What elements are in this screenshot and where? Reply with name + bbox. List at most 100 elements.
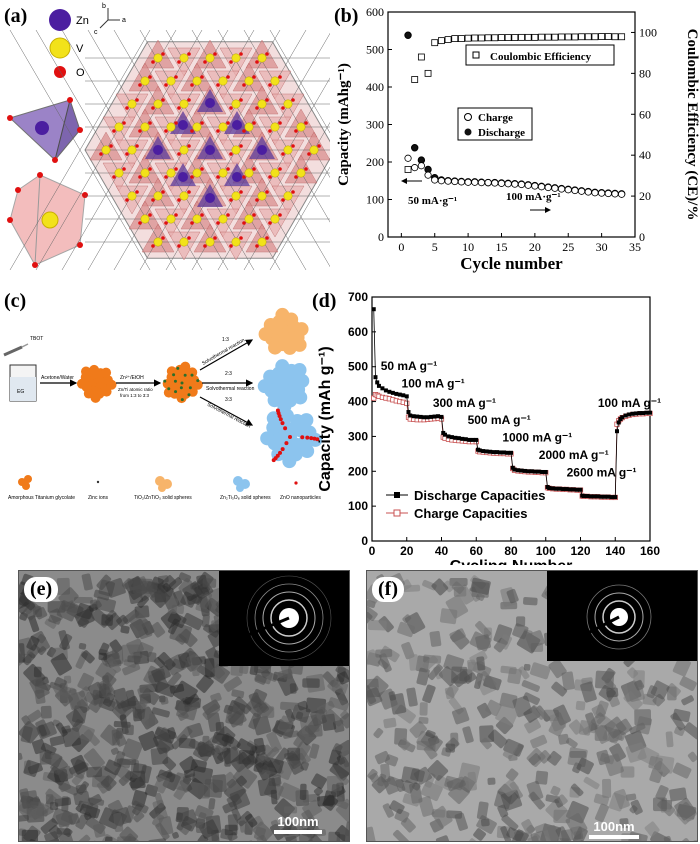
nanoparticle bbox=[550, 785, 561, 796]
discharge-point bbox=[429, 414, 434, 419]
ce-point bbox=[551, 33, 559, 41]
discharge-point bbox=[620, 415, 625, 420]
nanoparticle bbox=[27, 709, 43, 723]
x-tick-label: 160 bbox=[640, 544, 660, 558]
y-tick-label: 0 bbox=[378, 230, 384, 244]
o-atom bbox=[164, 129, 168, 133]
discharge-point bbox=[408, 413, 413, 418]
nanoparticle bbox=[650, 831, 671, 841]
ce-legend-marker bbox=[472, 51, 480, 59]
v-atom bbox=[257, 237, 267, 247]
nanoparticle bbox=[172, 831, 179, 839]
o-atom bbox=[278, 213, 282, 217]
y-tick-label: 300 bbox=[366, 118, 384, 132]
discharge-point bbox=[526, 469, 531, 474]
o-legend-label: O bbox=[76, 67, 85, 79]
branch-bot-arrow bbox=[199, 396, 254, 426]
ce-point bbox=[444, 36, 452, 44]
v-atom bbox=[270, 122, 280, 132]
nanoparticle bbox=[38, 724, 47, 737]
nanoparticle bbox=[530, 734, 548, 749]
v-atom bbox=[257, 53, 267, 63]
nanoparticle bbox=[58, 630, 70, 651]
particle bbox=[266, 411, 281, 426]
nanoparticle bbox=[665, 731, 674, 748]
particle bbox=[180, 361, 191, 372]
nanoparticle bbox=[199, 591, 213, 610]
discharge-point bbox=[568, 487, 573, 492]
nanoparticle bbox=[337, 671, 349, 685]
nanoparticle bbox=[598, 684, 616, 702]
charge-point bbox=[464, 178, 472, 186]
panel-a-label: (a) bbox=[4, 5, 27, 27]
nanoparticle bbox=[525, 630, 545, 649]
nanoparticle bbox=[101, 614, 114, 626]
zno-particle bbox=[283, 426, 288, 431]
nanoparticle bbox=[86, 766, 103, 778]
ce-point bbox=[491, 34, 499, 42]
nanoparticle bbox=[663, 835, 673, 841]
nanoparticle bbox=[389, 800, 405, 815]
o-atom bbox=[151, 244, 155, 248]
nanoparticle bbox=[568, 719, 584, 735]
v-atom bbox=[140, 168, 150, 178]
saed-inset-f bbox=[547, 571, 697, 661]
particle bbox=[299, 413, 314, 428]
y-tick-label: 100 bbox=[348, 499, 368, 513]
nanoparticle bbox=[167, 727, 177, 740]
zn-atom bbox=[205, 145, 215, 155]
o-atom bbox=[148, 75, 152, 79]
o-atom bbox=[174, 167, 178, 171]
nanoparticle bbox=[186, 653, 203, 671]
o-atom bbox=[216, 221, 220, 225]
particle bbox=[260, 431, 275, 446]
legend-zno: ZnO nanoparticles bbox=[280, 495, 321, 501]
o-atom bbox=[255, 244, 259, 248]
nanoparticle bbox=[93, 823, 106, 838]
v-atom bbox=[114, 168, 124, 178]
v-atom bbox=[153, 191, 163, 201]
nanoparticle bbox=[208, 798, 216, 810]
particle bbox=[81, 366, 92, 377]
y-tick-label: 600 bbox=[366, 5, 384, 19]
charge-point bbox=[417, 162, 425, 170]
x-tick-label: 0 bbox=[369, 544, 376, 558]
charge-line bbox=[373, 394, 650, 498]
nanoparticle bbox=[55, 722, 68, 737]
discharge-point bbox=[401, 393, 406, 398]
nanoparticle bbox=[369, 772, 380, 783]
nanoparticle bbox=[672, 657, 691, 677]
zno-particle bbox=[305, 435, 310, 440]
nanoparticle bbox=[188, 739, 209, 754]
o-atom bbox=[229, 60, 233, 64]
nanoparticle bbox=[534, 823, 549, 834]
discharge-point bbox=[425, 415, 430, 420]
scalebar-e-label: 100nm bbox=[277, 814, 319, 829]
nanoparticle bbox=[133, 811, 145, 823]
o-atom bbox=[304, 121, 308, 125]
zno-particle bbox=[288, 435, 292, 439]
nanoparticle bbox=[528, 791, 545, 810]
particle bbox=[101, 367, 112, 378]
v-atom bbox=[296, 168, 306, 178]
o-atom bbox=[239, 52, 243, 56]
nanoparticle bbox=[148, 713, 156, 727]
nanoparticle bbox=[420, 731, 443, 752]
nanoparticle bbox=[70, 754, 89, 775]
x-tick-label: 25 bbox=[562, 240, 574, 254]
o-atom bbox=[229, 106, 233, 110]
nanoparticle bbox=[232, 765, 258, 789]
x-tick-label: 80 bbox=[504, 544, 518, 558]
nanoparticle bbox=[422, 684, 436, 704]
legend-glycolate: Amorphous Titanium glycolate bbox=[8, 495, 75, 501]
nanoparticle bbox=[285, 708, 296, 723]
y-tick-label: 100 bbox=[366, 193, 384, 207]
discharge-point bbox=[394, 391, 399, 396]
discharge-point bbox=[481, 449, 486, 454]
nanoparticle bbox=[215, 721, 225, 736]
discharge-point bbox=[613, 495, 618, 500]
nanoparticle bbox=[210, 692, 222, 703]
nanoparticle bbox=[590, 712, 606, 727]
nanoparticle bbox=[122, 609, 140, 625]
particle bbox=[257, 379, 272, 394]
